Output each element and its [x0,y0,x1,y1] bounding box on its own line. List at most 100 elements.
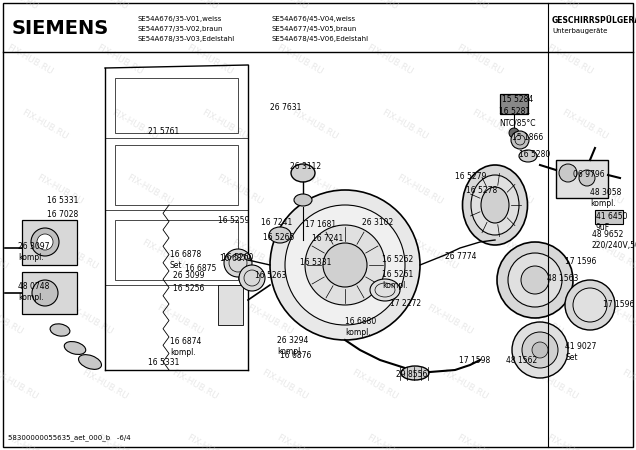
Circle shape [521,266,549,294]
Text: FIX-HUB.RU: FIX-HUB.RU [590,238,636,272]
Circle shape [32,280,58,306]
Text: 16 5263: 16 5263 [255,271,286,280]
Bar [556,160,608,198]
Text: 41 9027
Set: 41 9027 Set [565,342,597,362]
Text: FIX-HUB.RU: FIX-HUB.RU [440,368,490,402]
Circle shape [565,280,615,330]
Text: Unterbaugeräte: Unterbaugeräte [552,28,607,34]
Text: FIX-HUB.RU: FIX-HUB.RU [530,0,579,12]
Text: FIX-HUB.RU: FIX-HUB.RU [440,0,490,12]
Text: 16 5262: 16 5262 [382,255,413,264]
Text: 17 1598: 17 1598 [459,356,490,365]
Text: 16 5261
kompl.: 16 5261 kompl. [382,270,413,290]
Text: FIX-HUB.RU: FIX-HUB.RU [305,173,355,207]
Text: 26 3102: 26 3102 [362,218,393,227]
Text: SIEMENS: SIEMENS [12,18,109,37]
Bar [595,210,623,224]
Text: FIX-HUB.RU: FIX-HUB.RU [455,433,504,450]
Text: FIX-HUB.RU: FIX-HUB.RU [366,43,415,77]
Text: 48 0748
kompl.: 48 0748 kompl. [18,282,50,302]
Text: 16 7241: 16 7241 [312,234,343,243]
Text: FIX-HUB.RU: FIX-HUB.RU [170,368,219,402]
Text: FIX-HUB.RU: FIX-HUB.RU [620,0,636,12]
Text: FIX-HUB.RU: FIX-HUB.RU [260,0,310,12]
Text: FIX-HUB.RU: FIX-HUB.RU [560,108,609,142]
Text: 16 5256: 16 5256 [173,284,204,293]
Text: 48 1563: 48 1563 [547,274,578,283]
Text: FIX-HUB.RU: FIX-HUB.RU [186,433,235,450]
Circle shape [579,170,595,186]
Ellipse shape [471,175,519,235]
Text: 16 5331: 16 5331 [300,258,331,267]
Text: FIX-HUB.RU: FIX-HUB.RU [471,108,520,142]
Text: FIX-HUB.RU: FIX-HUB.RU [95,433,144,450]
Ellipse shape [370,279,400,301]
Text: FIX-HUB.RU: FIX-HUB.RU [546,433,595,450]
Circle shape [224,249,252,277]
Text: FIX-HUB.RU: FIX-HUB.RU [530,368,579,402]
Text: 16 5260: 16 5260 [222,253,253,262]
Text: SE54A678/35-V03,Edelstahl: SE54A678/35-V03,Edelstahl [138,36,235,42]
Text: 26 3112: 26 3112 [290,162,321,171]
Ellipse shape [519,150,537,162]
Ellipse shape [481,187,509,223]
Text: FIX-HUB.RU: FIX-HUB.RU [380,108,429,142]
Circle shape [573,288,607,322]
Ellipse shape [291,164,315,182]
Text: 26 3097
kompl.: 26 3097 kompl. [18,242,50,262]
Text: 16 5281
NTC/85°C: 16 5281 NTC/85°C [499,107,536,127]
Text: 16 5280: 16 5280 [519,150,550,159]
Text: 29 8556: 29 8556 [396,370,427,379]
Circle shape [512,322,568,378]
Text: FIX-HUB.RU: FIX-HUB.RU [335,303,385,337]
Circle shape [270,190,420,340]
Text: 21 5761: 21 5761 [148,127,179,136]
Circle shape [285,205,405,325]
Text: 16 6876: 16 6876 [280,351,312,360]
Text: 16 6879: 16 6879 [220,254,251,263]
Text: FIX-HUB.RU: FIX-HUB.RU [141,238,190,272]
Ellipse shape [50,324,70,336]
Text: 26 7631: 26 7631 [270,103,301,112]
Circle shape [239,265,265,291]
Text: 41 6450
9uF: 41 6450 9uF [596,212,628,232]
Ellipse shape [294,194,312,206]
Text: FIX-HUB.RU: FIX-HUB.RU [605,303,636,337]
Text: 17 1681: 17 1681 [305,220,336,229]
Text: 15 5284: 15 5284 [502,95,533,104]
Text: FIX-HUB.RU: FIX-HUB.RU [216,173,265,207]
Text: FIX-HUB.RU: FIX-HUB.RU [501,238,550,272]
Text: 16 6874
kompl.: 16 6874 kompl. [170,337,202,357]
Text: 26 7774: 26 7774 [445,252,476,261]
Text: FIX-HUB.RU: FIX-HUB.RU [260,368,310,402]
Text: FIX-HUB.RU: FIX-HUB.RU [80,368,130,402]
Circle shape [559,164,577,182]
Text: FIX-HUB.RU: FIX-HUB.RU [0,303,25,337]
Circle shape [497,242,573,318]
Text: FIX-HUB.RU: FIX-HUB.RU [5,433,55,450]
Text: FIX-HUB.RU: FIX-HUB.RU [5,43,55,77]
Text: FIX-HUB.RU: FIX-HUB.RU [155,303,205,337]
Text: FIX-HUB.RU: FIX-HUB.RU [200,108,249,142]
Text: FIX-HUB.RU: FIX-HUB.RU [111,108,160,142]
Circle shape [509,128,519,138]
Text: FIX-HUB.RU: FIX-HUB.RU [95,43,144,77]
Text: 26 3294
kompl.: 26 3294 kompl. [277,336,308,356]
Text: 16 5331: 16 5331 [47,196,78,205]
Bar [115,78,238,133]
Text: FIX-HUB.RU: FIX-HUB.RU [20,108,69,142]
Text: SE54A676/35-V01,weiss: SE54A676/35-V01,weiss [138,16,223,22]
Text: 06 9796: 06 9796 [573,170,605,179]
Bar [500,94,528,114]
Text: FIX-HUB.RU: FIX-HUB.RU [396,173,445,207]
Text: FIX-HUB.RU: FIX-HUB.RU [170,0,219,12]
Text: FIX-HUB.RU: FIX-HUB.RU [125,173,175,207]
Text: FIX-HUB.RU: FIX-HUB.RU [0,368,39,402]
Ellipse shape [269,227,291,243]
Text: SE54A676/45-V04,weiss: SE54A676/45-V04,weiss [272,16,356,22]
Text: FIX-HUB.RU: FIX-HUB.RU [515,303,565,337]
Text: 17 2272: 17 2272 [390,299,421,308]
Bar [22,220,77,265]
Text: FIX-HUB.RU: FIX-HUB.RU [576,173,625,207]
Ellipse shape [64,342,86,355]
